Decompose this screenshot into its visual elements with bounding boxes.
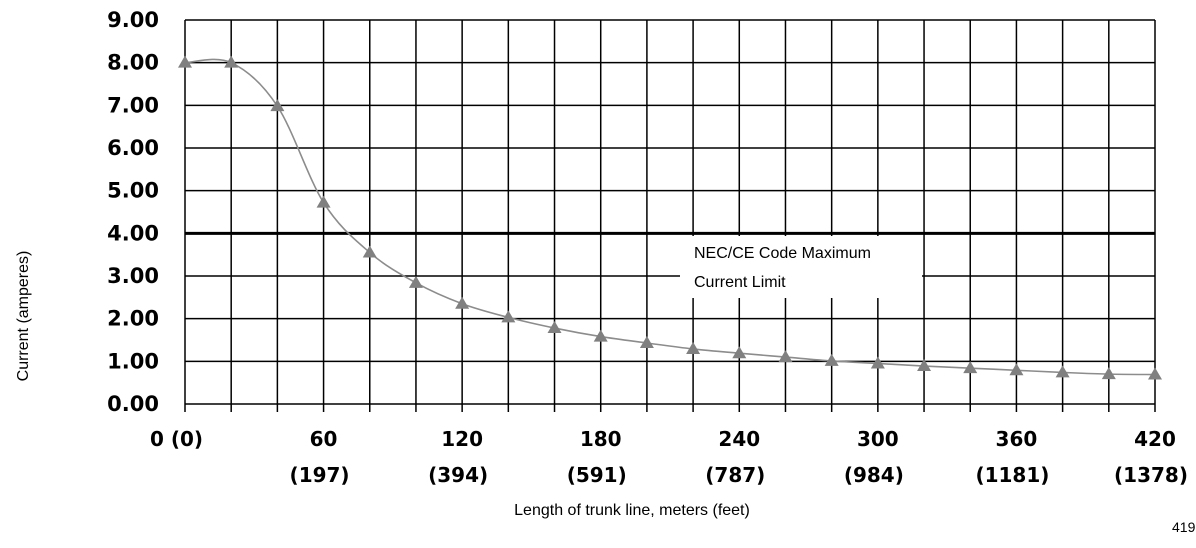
x-tick-meters-3: 240 — [718, 427, 760, 451]
x-tick-meters-0: 60 — [310, 427, 338, 451]
y-tick-labels: 0.00 1.00 2.00 3.00 4.00 5.00 6.00 7.00 8.00 9.00 — [107, 8, 159, 416]
data-point-0 — [178, 55, 192, 68]
x-tick-feet-4: (984) — [844, 463, 904, 487]
x-tick-feet-6: (1378) — [1114, 463, 1188, 487]
y-tick-label-3: 3.00 — [107, 264, 159, 288]
x-tick-feet-0: (197) — [290, 463, 350, 487]
data-point-16 — [917, 359, 932, 372]
data-point-17 — [963, 361, 978, 374]
series-current — [178, 55, 1162, 380]
data-point-10 — [639, 335, 654, 348]
y-tick-label-8: 8.00 — [107, 51, 159, 75]
y-tick-label-7: 7.00 — [107, 93, 159, 117]
x-tick-meters-5: 360 — [996, 427, 1038, 451]
y-tick-label-0: 0.00 — [107, 392, 159, 416]
data-point-11 — [686, 341, 701, 354]
limit-label-line-2: Current Limit — [694, 274, 786, 291]
data-point-6 — [455, 296, 470, 309]
data-point-2 — [270, 99, 285, 112]
y-tick-label-5: 5.00 — [107, 179, 159, 203]
data-point-21 — [1148, 367, 1162, 380]
x-tick-labels: 0 (0) 60 (197) 120 (394) 180 (591) 240 (787) 300 (… — [150, 427, 1188, 487]
data-point-8 — [547, 321, 562, 334]
x-tick-feet-3: (787) — [705, 463, 765, 487]
data-point-5 — [408, 275, 423, 288]
limit-annotation-group: NEC/CE Code Maximum Current Limit — [680, 236, 922, 298]
x-tick-meters-6: 420 — [1134, 427, 1176, 451]
x-axis-title: Length of trunk line, meters (feet) — [514, 502, 750, 519]
data-point-13 — [778, 350, 793, 363]
limit-label-box — [680, 236, 922, 298]
data-point-7 — [501, 310, 516, 323]
series-line — [184, 58, 1156, 376]
y-axis-title: Current (amperes) — [15, 251, 32, 382]
data-point-3 — [316, 195, 331, 208]
y-tick-label-2: 2.00 — [107, 307, 159, 331]
grid — [184, 19, 1156, 412]
data-point-14 — [824, 353, 839, 366]
corner-page-label: 419 — [1172, 519, 1196, 535]
x-tick-label-zero: 0 (0) — [150, 427, 203, 451]
x-tick-feet-5: (1181) — [975, 463, 1049, 487]
data-point-9 — [593, 329, 608, 342]
data-point-12 — [732, 346, 747, 359]
y-tick-label-6: 6.00 — [107, 136, 159, 160]
y-tick-label-1: 1.00 — [107, 349, 159, 373]
x-tick-feet-2: (591) — [567, 463, 627, 487]
data-point-18 — [1009, 363, 1024, 376]
x-tick-meters-2: 180 — [580, 427, 622, 451]
y-tick-label-9: 9.00 — [107, 8, 159, 32]
x-tick-meters-1: 120 — [441, 427, 483, 451]
y-tick-label-4: 4.00 — [107, 221, 159, 245]
limit-label-line-1: NEC/CE Code Maximum — [694, 245, 871, 262]
data-point-1 — [224, 55, 239, 68]
x-tick-feet-1: (394) — [428, 463, 488, 487]
data-point-15 — [870, 356, 885, 369]
data-point-4 — [362, 245, 377, 258]
x-tick-meters-4: 300 — [857, 427, 899, 451]
data-point-19 — [1055, 365, 1070, 378]
data-point-20 — [1101, 367, 1116, 380]
